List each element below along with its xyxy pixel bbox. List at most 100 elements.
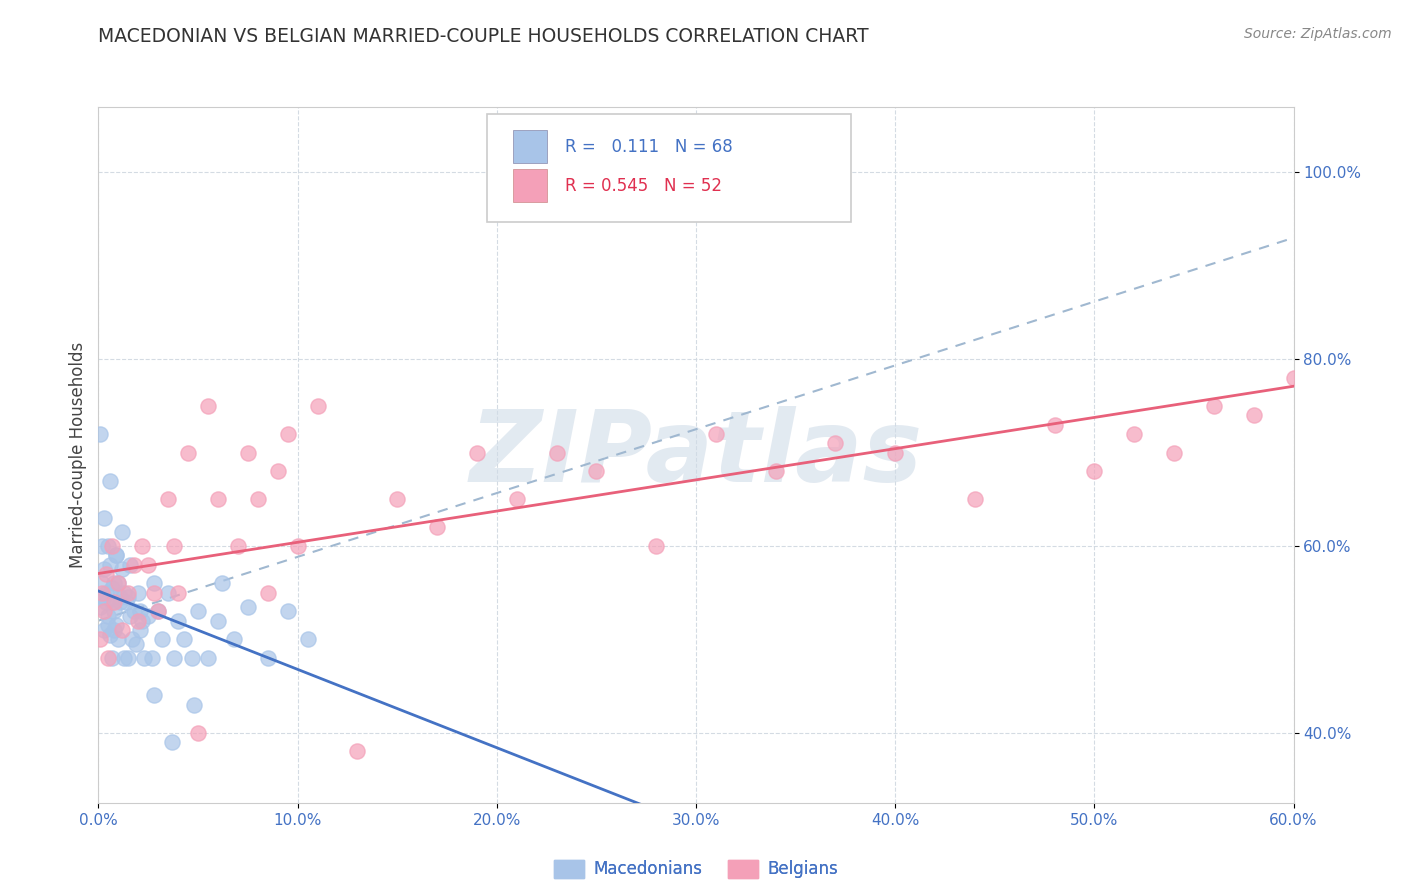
Point bbox=[107, 576, 129, 591]
Point bbox=[105, 618, 128, 632]
Point bbox=[105, 549, 128, 563]
Point bbox=[97, 539, 120, 553]
Point bbox=[277, 426, 299, 441]
Point bbox=[129, 623, 152, 637]
Point bbox=[98, 474, 122, 488]
Point bbox=[256, 651, 278, 665]
Point bbox=[93, 591, 115, 605]
Point bbox=[98, 628, 122, 642]
Point bbox=[120, 558, 142, 572]
Point bbox=[157, 585, 180, 599]
Point bbox=[96, 566, 118, 581]
Text: R =   0.111   N = 68: R = 0.111 N = 68 bbox=[565, 137, 733, 156]
Point bbox=[1282, 371, 1305, 385]
Point bbox=[107, 576, 129, 591]
Point bbox=[117, 585, 139, 599]
Point bbox=[136, 609, 159, 624]
Point bbox=[124, 604, 146, 618]
Point bbox=[143, 585, 166, 599]
Point bbox=[101, 651, 124, 665]
Point bbox=[307, 399, 329, 413]
Point bbox=[103, 604, 125, 618]
Point bbox=[97, 609, 120, 624]
Point bbox=[256, 585, 278, 599]
FancyBboxPatch shape bbox=[513, 169, 547, 202]
Point bbox=[267, 464, 290, 478]
Point bbox=[236, 599, 259, 614]
Point bbox=[465, 445, 488, 459]
Point bbox=[134, 651, 156, 665]
Point bbox=[93, 623, 115, 637]
Y-axis label: Married-couple Households: Married-couple Households bbox=[69, 342, 87, 568]
Point bbox=[585, 464, 607, 478]
Point bbox=[277, 604, 299, 618]
Point bbox=[297, 632, 319, 647]
Point bbox=[97, 651, 120, 665]
Point bbox=[89, 599, 111, 614]
Text: MACEDONIAN VS BELGIAN MARRIED-COUPLE HOUSEHOLDS CORRELATION CHART: MACEDONIAN VS BELGIAN MARRIED-COUPLE HOU… bbox=[98, 27, 869, 45]
Point bbox=[187, 604, 209, 618]
Point bbox=[148, 604, 170, 618]
Point bbox=[546, 445, 568, 459]
Point bbox=[1083, 464, 1105, 478]
Point bbox=[136, 558, 159, 572]
Point bbox=[91, 539, 114, 553]
Point bbox=[117, 591, 139, 605]
Text: ZIPatlas: ZIPatlas bbox=[470, 407, 922, 503]
Point bbox=[385, 492, 409, 507]
Point bbox=[163, 651, 186, 665]
Point bbox=[96, 585, 118, 599]
Point bbox=[226, 539, 249, 553]
Point bbox=[93, 562, 115, 576]
Point bbox=[163, 539, 186, 553]
Point bbox=[111, 623, 134, 637]
Point bbox=[704, 426, 727, 441]
Point bbox=[117, 651, 139, 665]
Point bbox=[884, 445, 907, 459]
Point bbox=[1202, 399, 1225, 413]
Point bbox=[765, 464, 787, 478]
Point bbox=[125, 637, 148, 651]
Point bbox=[141, 651, 163, 665]
Point bbox=[129, 604, 152, 618]
Point bbox=[187, 725, 209, 739]
Point bbox=[111, 562, 134, 576]
Point bbox=[197, 399, 219, 413]
Point bbox=[97, 618, 120, 632]
Point bbox=[103, 576, 125, 591]
Point bbox=[143, 689, 166, 703]
Point bbox=[346, 744, 368, 758]
Point bbox=[222, 632, 245, 647]
Point bbox=[115, 595, 138, 609]
Point bbox=[131, 614, 153, 628]
Point bbox=[112, 651, 135, 665]
Point bbox=[645, 539, 668, 553]
Point bbox=[181, 651, 204, 665]
Point bbox=[426, 520, 449, 534]
Point bbox=[101, 581, 124, 595]
Point bbox=[150, 632, 173, 647]
Point bbox=[93, 511, 115, 525]
Point bbox=[197, 651, 219, 665]
Legend: Macedonians, Belgians: Macedonians, Belgians bbox=[547, 853, 845, 885]
Point bbox=[107, 632, 129, 647]
Point bbox=[103, 623, 125, 637]
Point bbox=[148, 604, 170, 618]
Point bbox=[1372, 277, 1395, 292]
Point bbox=[157, 492, 180, 507]
Point bbox=[173, 632, 195, 647]
Point bbox=[824, 436, 846, 450]
Point bbox=[207, 614, 229, 628]
Point bbox=[167, 585, 190, 599]
Point bbox=[98, 558, 122, 572]
Point bbox=[105, 549, 128, 563]
FancyBboxPatch shape bbox=[513, 130, 547, 163]
Point bbox=[183, 698, 205, 712]
Point bbox=[236, 445, 259, 459]
Point bbox=[963, 492, 986, 507]
Point bbox=[96, 595, 118, 609]
Point bbox=[110, 595, 132, 609]
Point bbox=[89, 426, 111, 441]
Point bbox=[177, 445, 200, 459]
Point bbox=[101, 595, 124, 609]
